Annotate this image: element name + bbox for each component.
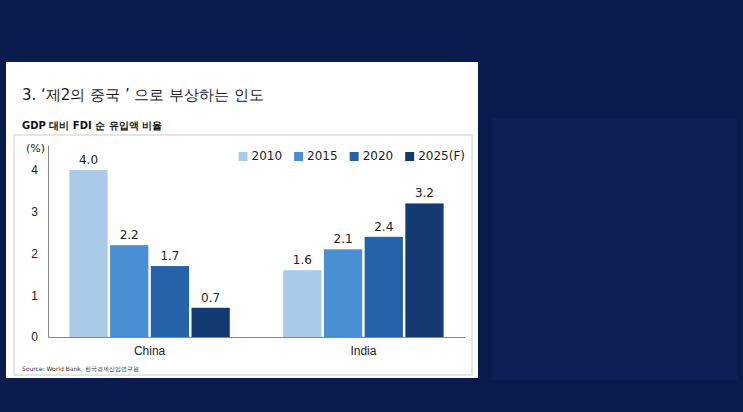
bar (151, 266, 189, 337)
bar (405, 203, 443, 337)
data-label: 3.2 (415, 186, 434, 200)
x-tick: China (134, 337, 166, 358)
data-label: 4.0 (79, 153, 98, 167)
source-note: Source: World Bank, 한국경제산업연구원 (22, 365, 139, 372)
data-label: 2.2 (120, 228, 139, 242)
slide (6, 62, 478, 378)
bar (283, 270, 321, 337)
legend-swatch (239, 152, 248, 161)
bar (69, 170, 107, 337)
y-tick-label: 0 (31, 330, 38, 344)
x-tick-label: India (350, 344, 376, 358)
y-tick-label: 1 (31, 289, 38, 303)
page-background (0, 0, 743, 412)
y-tick-label: 4 (31, 163, 38, 177)
data-label: 1.7 (160, 249, 179, 263)
y-tick-label: 3 (31, 205, 38, 219)
video-panel (492, 118, 737, 380)
y-tick: 3 (31, 205, 48, 219)
legend-item: 2015 (294, 149, 338, 163)
x-axis-line (49, 337, 466, 338)
x-axis: China India (49, 337, 466, 358)
slide-title: 3. ‘제2의 중국 ’ 으로 부상하는 인도 (22, 86, 264, 104)
bar (110, 245, 148, 337)
x-tick-label: China (134, 344, 166, 358)
legend-label: 2015 (307, 149, 338, 163)
legend-swatch (405, 152, 414, 161)
bar (324, 249, 362, 337)
data-label: 2.4 (374, 220, 393, 234)
data-label: 2.1 (334, 232, 353, 246)
data-label: 1.6 (293, 253, 312, 267)
legend: 2010 2015 2020 2025(F) (239, 149, 465, 163)
legend-label: 2020 (363, 149, 394, 163)
bars (69, 170, 443, 337)
data-labels: 4.0 1.6 2.2 2.1 1.7 2.4 0.7 3.2 (79, 153, 434, 305)
y-axis-line (48, 146, 49, 338)
legend-label: 2010 (252, 149, 283, 163)
y-axis-title: (%) (26, 142, 45, 155)
y-tick-label: 2 (31, 247, 38, 261)
x-tick: India (350, 337, 376, 358)
chart-frame (14, 135, 472, 375)
y-axis: 0 1 2 3 4 (31, 146, 48, 345)
bar (192, 308, 230, 337)
y-tick: 4 (31, 163, 48, 177)
legend-label: 2025(F) (418, 149, 465, 163)
legend-swatch (294, 152, 303, 161)
data-label: 0.7 (201, 291, 220, 305)
chart-title: GDP 대비 FDI 순 유입액 비율 (22, 120, 162, 131)
legend-item: 2020 (350, 149, 394, 163)
y-tick: 2 (31, 247, 48, 261)
legend-item: 2010 (239, 149, 283, 163)
legend-item: 2025(F) (405, 149, 465, 163)
bar (365, 237, 403, 337)
legend-swatch (350, 152, 359, 161)
y-tick: 1 (31, 289, 48, 303)
y-tick: 0 (31, 330, 48, 344)
